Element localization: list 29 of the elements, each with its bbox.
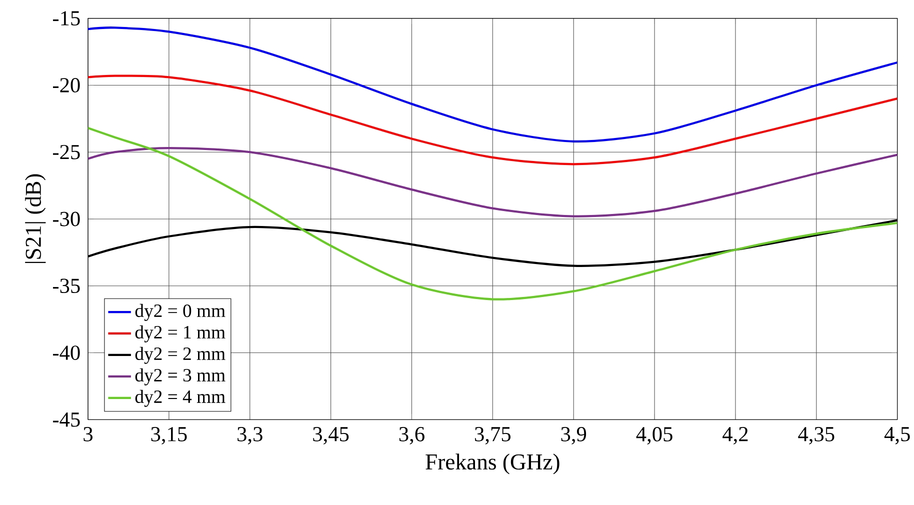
x-tick-label: 3,15 [151, 427, 187, 444]
line-series [88, 74, 898, 166]
x-tick-label: 4,5 [884, 427, 910, 444]
y-axis-title: |S21| (dB) [25, 174, 46, 264]
line-series [88, 126, 898, 300]
legend-label: dy2 = 4 mm [135, 390, 226, 407]
line-series [88, 147, 898, 218]
x-axis-title: Frekans (GHz) [426, 454, 560, 474]
y-tick-label: -45 [52, 412, 80, 427]
x-tick-label: 3,75 [475, 427, 510, 444]
y-tick-label: -30 [52, 212, 80, 226]
y-tick-label: -35 [52, 278, 80, 294]
legend-label: dy2 = 2 mm [135, 346, 226, 364]
y-tick-label: -15 [52, 11, 80, 26]
x-tick-label: 4,2 [722, 427, 748, 444]
y-tick-label: -20 [52, 78, 80, 92]
x-tick-label: 4,05 [636, 427, 672, 444]
x-tick-label: 4,35 [798, 427, 834, 444]
x-tick-label: 3,45 [313, 427, 349, 444]
x-tick-label: 3,3 [238, 427, 262, 444]
line-series [88, 26, 898, 142]
y-tick-label: -40 [52, 346, 80, 360]
legend-label: dy2 = 0 mm [135, 304, 226, 321]
x-tick-label: 3,9 [561, 427, 586, 444]
legend-label: dy2 = 3 mm [135, 368, 226, 386]
y-tick-label: -25 [52, 144, 80, 160]
legend-label: dy2 = 1 mm [135, 325, 226, 342]
x-tick-label: 3 [84, 427, 92, 442]
x-tick-label: 3,6 [399, 427, 424, 444]
